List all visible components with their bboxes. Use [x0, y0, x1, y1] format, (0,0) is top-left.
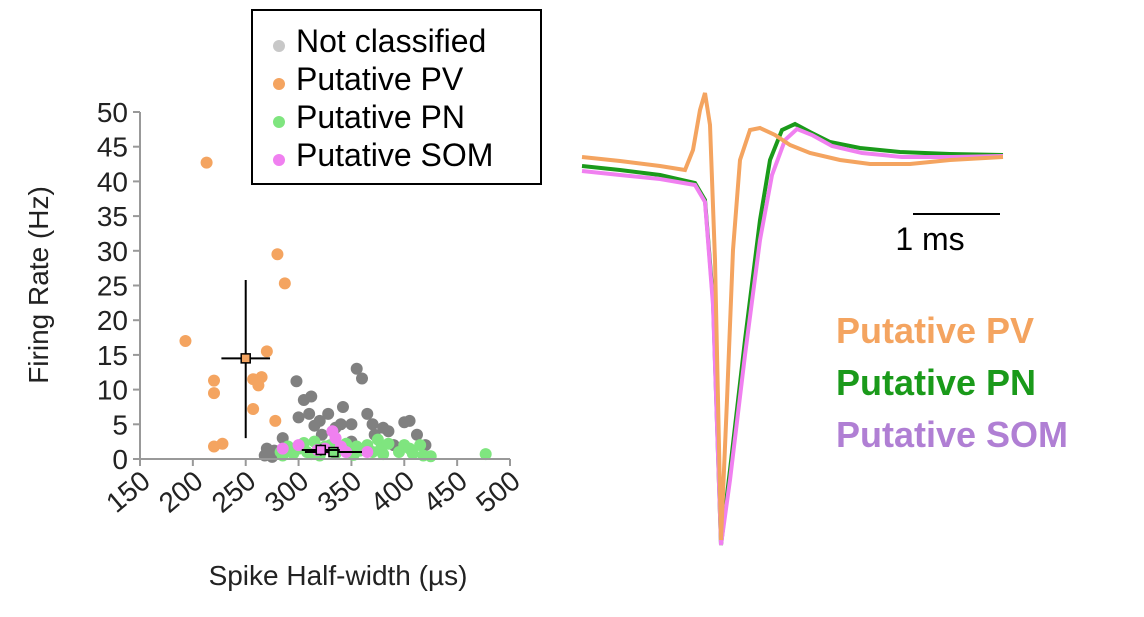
legend-label: Putative SOM	[296, 137, 493, 173]
legend-marker	[273, 78, 285, 90]
point-putative-pv	[216, 437, 229, 450]
point-putative-pv	[200, 156, 213, 169]
y-tick-label: 20	[97, 305, 128, 336]
y-tick-label: 35	[97, 201, 128, 232]
point-not-classified	[303, 407, 316, 420]
point-not-classified	[350, 362, 363, 375]
point-putative-som	[292, 439, 305, 452]
y-tick-label: 30	[97, 236, 128, 267]
point-putative-pv	[179, 335, 192, 348]
point-not-classified	[334, 418, 347, 431]
point-not-classified	[305, 390, 318, 403]
x-tick-label: 250	[206, 465, 262, 519]
point-putative-pn	[424, 450, 437, 463]
point-not-classified	[356, 372, 368, 385]
y-tick-label: 40	[97, 166, 128, 197]
x-tick-label: 300	[259, 465, 315, 519]
waveform-som	[581, 126, 1004, 546]
point-not-classified	[410, 428, 423, 441]
point-putative-pv	[271, 248, 284, 261]
point-putative-som	[361, 446, 374, 459]
legend-marker	[273, 154, 285, 166]
point-not-classified	[292, 411, 305, 424]
legend-marker	[273, 116, 285, 128]
point-putative-pv	[269, 414, 282, 427]
point-not-classified	[322, 407, 335, 420]
point-putative-pn	[371, 433, 384, 446]
mean-marker-putative-pn	[328, 446, 339, 458]
waveform-label-putative-som: Putative SOM	[836, 414, 1068, 455]
legend-label: Putative PN	[296, 99, 465, 135]
point-putative-pn	[406, 447, 419, 460]
point-putative-pv	[260, 345, 273, 358]
point-putative-pn	[479, 448, 492, 461]
x-tick-label: 150	[100, 465, 156, 519]
legend-label: Not classified	[296, 23, 486, 59]
waveform-labels: Putative PV Putative PN Putative SOM	[836, 310, 1068, 455]
point-putative-pv	[247, 403, 260, 416]
mean-marker-putative-pv	[240, 353, 251, 364]
point-not-classified	[336, 400, 349, 413]
summary-markers	[221, 279, 362, 458]
legend-label: Putative PV	[296, 61, 464, 97]
point-not-classified	[345, 418, 358, 431]
point-not-classified	[313, 414, 326, 427]
point-putative-pn	[382, 437, 395, 450]
point-not-classified	[361, 407, 374, 420]
scatter-plot: 0510152025303540455015020025030035040045…	[23, 97, 526, 591]
x-tick-label: 200	[153, 465, 209, 519]
point-putative-pn	[414, 439, 427, 452]
point-putative-pn	[377, 448, 390, 461]
x-tick-label: 350	[312, 465, 368, 519]
waveform-label-putative-pn: Putative PN	[836, 362, 1036, 403]
mean-marker-putative-som	[315, 444, 327, 456]
point-putative-pv	[208, 374, 220, 387]
legend-box	[251, 9, 542, 185]
point-putative-som	[276, 442, 289, 455]
x-tick-label: 450	[417, 465, 473, 519]
waveform-pv	[581, 92, 1004, 541]
point-putative-pv	[252, 379, 265, 392]
point-not-classified	[366, 418, 379, 431]
point-putative-pv	[208, 387, 220, 400]
point-not-classified	[382, 425, 395, 438]
y-tick-label: 45	[97, 132, 128, 163]
y-tick-label: 5	[112, 409, 128, 440]
waveform-label-putative-pv: Putative PV	[836, 310, 1034, 351]
y-tick-label: 10	[97, 375, 128, 406]
x-axis-label: Spike Half-width (µs)	[209, 560, 468, 591]
y-tick-label: 50	[97, 97, 128, 128]
y-axis-label: Firing Rate (Hz)	[23, 186, 54, 384]
y-tick-label: 15	[97, 340, 128, 371]
waveform-plot: 1 ms Putative PV Putative PN Putative SOM	[581, 92, 1068, 546]
y-tick-label: 0	[112, 444, 128, 475]
scale-bar-label: 1 ms	[895, 221, 964, 257]
x-tick-label: 500	[470, 465, 526, 519]
point-putative-pv	[278, 277, 291, 290]
point-not-classified	[290, 375, 303, 388]
y-tick-label: 25	[97, 271, 128, 302]
point-not-classified	[403, 414, 416, 427]
legend-marker	[273, 40, 285, 52]
data-points	[179, 156, 492, 463]
x-tick-label: 400	[364, 465, 420, 519]
